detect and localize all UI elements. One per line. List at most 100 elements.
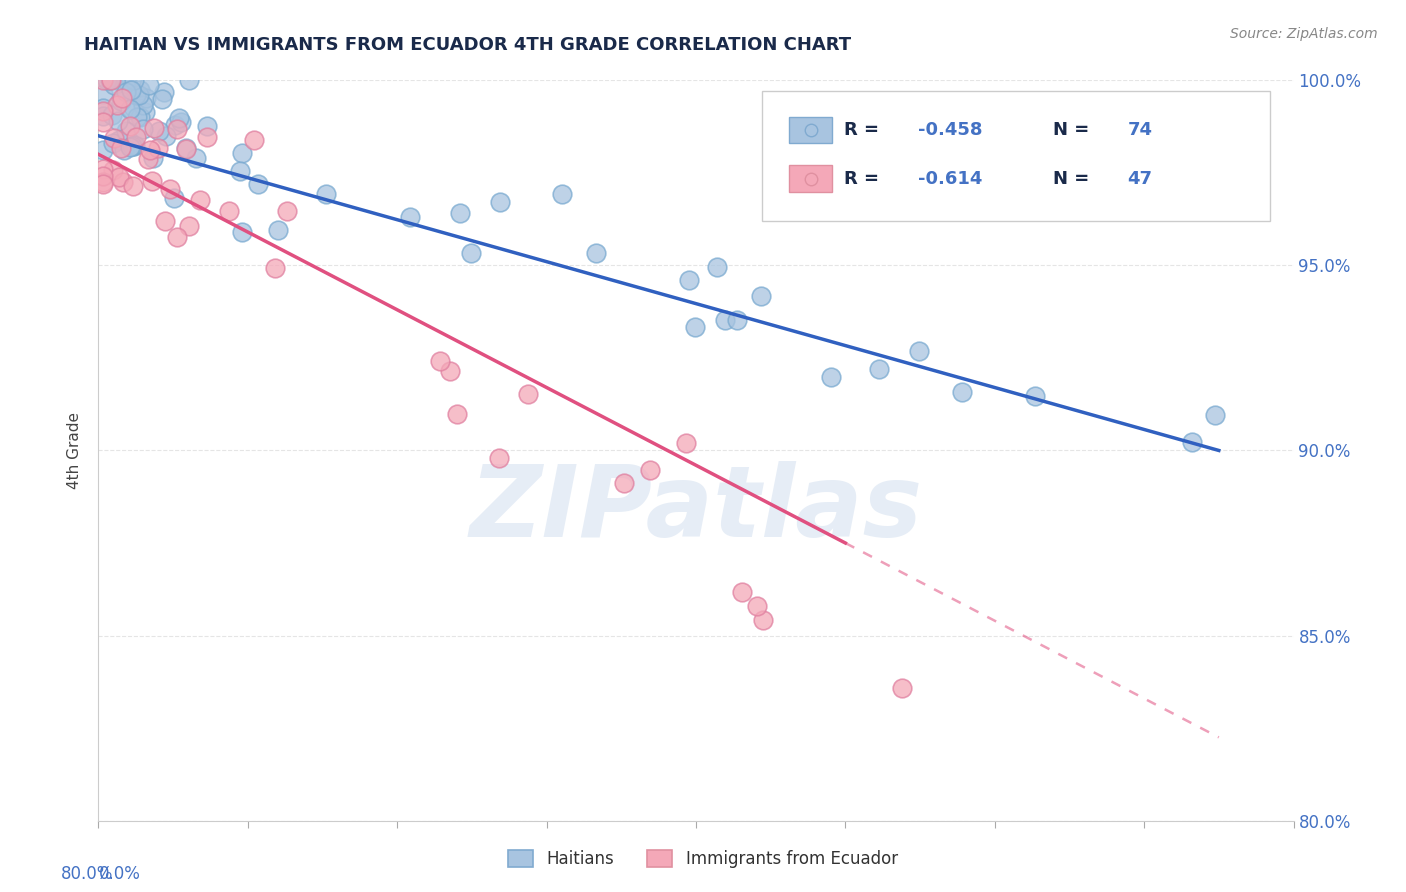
Text: 0.0%: 0.0% — [98, 865, 141, 883]
Point — [107, 170, 129, 185]
Point — [446, 407, 468, 421]
Point — [114, 143, 136, 157]
Point — [683, 320, 706, 334]
Point — [488, 195, 510, 210]
Text: ZIPatlas: ZIPatlas — [470, 461, 922, 558]
Point — [121, 178, 143, 193]
Point — [127, 110, 149, 124]
Point — [118, 120, 141, 134]
Y-axis label: 4th Grade: 4th Grade — [67, 412, 83, 489]
Point — [218, 203, 240, 218]
Point — [163, 191, 186, 205]
Point — [114, 124, 136, 138]
Point — [243, 133, 266, 147]
Point — [146, 140, 169, 154]
Text: HAITIAN VS IMMIGRANTS FROM ECUADOR 4TH GRADE CORRELATION CHART: HAITIAN VS IMMIGRANTS FROM ECUADOR 4TH G… — [84, 36, 852, 54]
Point — [124, 138, 146, 153]
Point — [449, 205, 471, 219]
Text: -0.614: -0.614 — [918, 169, 983, 187]
Point — [613, 476, 636, 491]
Point — [103, 130, 125, 145]
Point — [195, 129, 218, 144]
Point — [751, 289, 773, 303]
Point — [174, 142, 197, 156]
Point — [91, 177, 114, 191]
Point — [188, 194, 211, 208]
Point — [706, 260, 728, 275]
Point — [141, 174, 163, 188]
Point — [138, 78, 160, 92]
Point — [115, 86, 138, 100]
Point — [111, 175, 134, 189]
Point — [101, 162, 124, 177]
Point — [177, 73, 200, 87]
Point — [908, 344, 931, 359]
Point — [488, 450, 510, 465]
Point — [675, 436, 697, 450]
Point — [142, 151, 165, 165]
Text: N =: N = — [1053, 121, 1090, 139]
Text: N =: N = — [1053, 169, 1090, 187]
Point — [153, 86, 176, 100]
Point — [752, 613, 775, 627]
Point — [124, 139, 146, 153]
Point — [129, 83, 152, 97]
Point — [91, 101, 114, 115]
Point — [429, 354, 451, 368]
Point — [115, 73, 138, 87]
Point — [103, 78, 125, 92]
Point — [516, 387, 538, 401]
Point — [148, 124, 170, 138]
Point — [131, 97, 153, 112]
Point — [139, 143, 162, 157]
Point — [159, 182, 181, 196]
Point — [136, 153, 159, 167]
Point — [134, 104, 156, 119]
Point — [638, 463, 661, 477]
Point — [231, 225, 253, 239]
Text: R =: R = — [844, 121, 879, 139]
Point — [950, 384, 973, 399]
Point — [96, 73, 118, 87]
Point — [101, 136, 124, 150]
Point — [551, 187, 574, 202]
Point — [128, 88, 150, 103]
Point — [184, 151, 207, 165]
Point — [107, 114, 129, 128]
Point — [120, 102, 142, 116]
Point — [263, 260, 285, 275]
Point — [121, 139, 143, 153]
Point — [110, 141, 132, 155]
Point — [585, 246, 607, 260]
Point — [1205, 408, 1227, 422]
Point — [100, 73, 122, 87]
Point — [439, 364, 461, 378]
FancyBboxPatch shape — [762, 91, 1270, 221]
Point — [155, 213, 177, 227]
Text: R =: R = — [844, 169, 879, 187]
Point — [91, 169, 114, 183]
Point — [155, 128, 177, 143]
Point — [91, 162, 114, 177]
Text: 80.0%: 80.0% — [60, 865, 114, 883]
Point — [731, 585, 754, 599]
Point — [890, 681, 912, 695]
Point — [107, 133, 129, 147]
Point — [110, 91, 132, 105]
Point — [166, 229, 188, 244]
FancyBboxPatch shape — [789, 165, 832, 192]
Legend: Haitians, Immigrants from Ecuador: Haitians, Immigrants from Ecuador — [502, 843, 904, 875]
Point — [1181, 435, 1204, 450]
Point — [166, 122, 188, 136]
Point — [131, 122, 153, 136]
Point — [125, 87, 148, 102]
Point — [315, 186, 337, 201]
Point — [266, 222, 288, 236]
Point — [124, 73, 146, 87]
Point — [231, 146, 253, 161]
Text: 74: 74 — [1128, 121, 1153, 139]
Point — [91, 175, 114, 189]
Point — [105, 73, 128, 87]
FancyBboxPatch shape — [789, 117, 832, 144]
Point — [1024, 389, 1046, 403]
